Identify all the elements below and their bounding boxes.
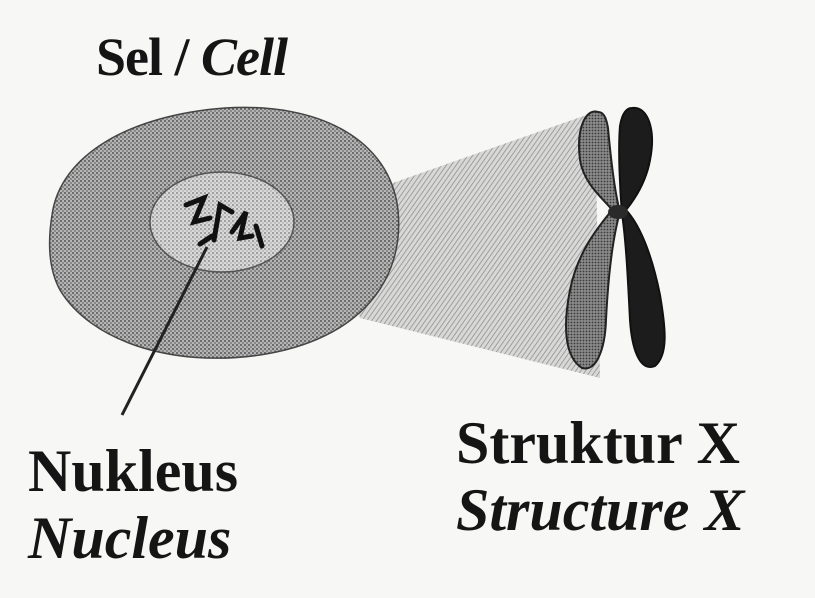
centromere [608,205,628,219]
chromosome [565,106,666,370]
structure-x-label-english: Structure X [456,477,745,544]
nucleus-pointer-line [120,246,209,416]
cell-label-english: Cell [201,27,288,87]
cell-label-separator: / [162,27,202,87]
cell-label: Sel / Cell [96,27,288,87]
nucleus-label-malay: Nukleus [28,438,239,504]
nucleus [149,171,295,273]
cell-label-malay: Sel [96,27,163,87]
nucleus-label: Nukleus Nucleus [28,438,238,572]
structure-x-label-malay: Struktur X [456,410,740,476]
structure-x-label: Struktur X Structure X [456,410,744,544]
nucleus-label-english: Nucleus [28,505,232,572]
magnification-beam [330,112,600,378]
chromosome-light-chromatid [565,110,622,370]
chromatin [183,193,265,249]
chromosome-dark-chromatid [618,106,666,368]
